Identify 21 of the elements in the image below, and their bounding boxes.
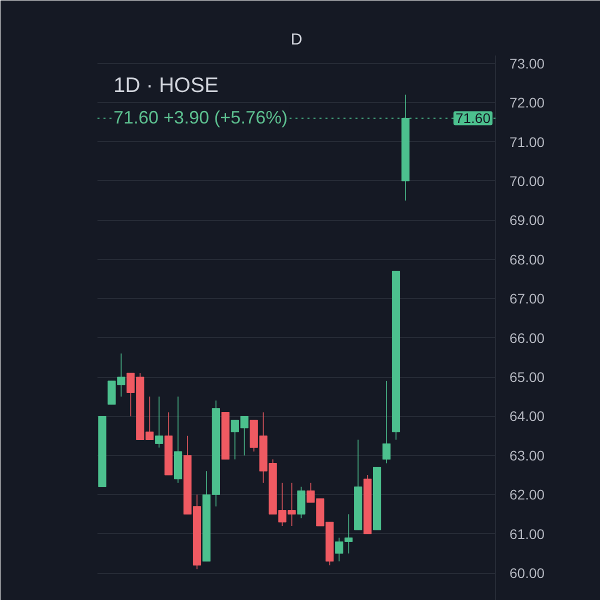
candlestick [382, 380, 391, 464]
y-tick-label: 73.00 [510, 55, 545, 72]
y-tick-label: 72.00 [510, 94, 545, 111]
y-tick-label: 64.00 [510, 408, 545, 424]
y-tick-label: 62.00 [510, 486, 545, 503]
candlestick [297, 486, 306, 519]
y-tick-label: 61.00 [510, 526, 545, 542]
text: 71.60 +3.90 (+5.76%) [114, 108, 288, 128]
y-tick-label: 67.00 [510, 290, 545, 307]
y-tick-label: 71.00 [510, 134, 545, 150]
ref-line-label: 71.60 [455, 110, 491, 126]
candlestick [155, 396, 164, 448]
y-tick-label: 65.00 [510, 369, 545, 386]
y-tick-label: 63.00 [510, 447, 545, 464]
y-tick-label: 60.00 [510, 565, 545, 582]
y-tick-label: 68.00 [510, 251, 545, 268]
y-tick-label: 70.00 [510, 172, 545, 189]
text: D [290, 32, 302, 48]
y-tick-label: 66.00 [510, 330, 545, 346]
y-tick-label: 69.00 [510, 212, 545, 228]
text: 1D · HOSE [114, 74, 219, 97]
